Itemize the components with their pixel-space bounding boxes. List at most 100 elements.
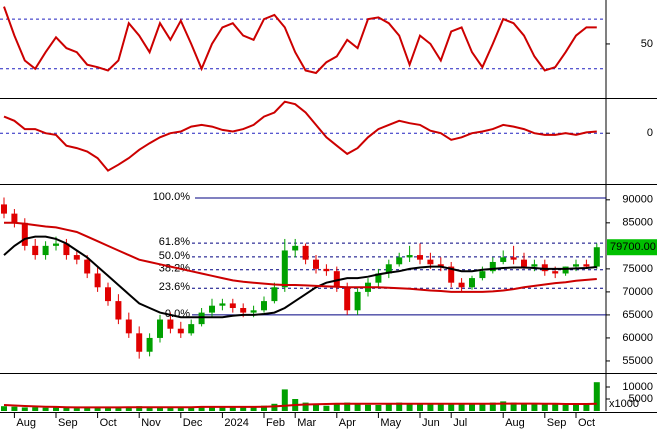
- y-tick-label: 10000: [622, 381, 653, 393]
- candle-body: [396, 257, 403, 265]
- volume-bar: [344, 402, 351, 411]
- y-tick-label: 70000: [622, 286, 653, 298]
- volume-bar: [573, 404, 579, 411]
- candle-body: [157, 319, 163, 338]
- candle-body: [105, 287, 111, 302]
- candle-body: [479, 271, 486, 279]
- volume-bar: [427, 404, 434, 411]
- volume-bar: [167, 407, 174, 411]
- volume-bar: [198, 406, 205, 411]
- candle-body: [94, 273, 101, 288]
- candle-body: [437, 264, 444, 267]
- volume-bar: [541, 403, 548, 411]
- y-tick-label: 55000: [622, 355, 653, 367]
- candle-body: [209, 305, 215, 313]
- volume-bar: [458, 403, 465, 411]
- volume-bar: [250, 406, 257, 411]
- volume-bar: [42, 407, 49, 411]
- candle-body: [271, 287, 278, 302]
- volume-bar: [365, 404, 371, 411]
- candle-body: [406, 255, 413, 258]
- x-tick-label: Feb: [266, 417, 285, 429]
- fib-label: 23.6%: [159, 281, 190, 293]
- candle-body: [385, 264, 392, 274]
- price-label-box: [607, 239, 657, 256]
- candle-body: [313, 259, 319, 269]
- candle-body: [261, 301, 267, 311]
- candle-body: [32, 245, 39, 256]
- volume-bar: [94, 407, 101, 411]
- candle-body: [333, 271, 340, 288]
- x-tick-label: Oct: [100, 417, 117, 429]
- candle-body: [469, 278, 475, 288]
- volume-bar: [125, 406, 132, 411]
- candle-body: [146, 337, 153, 352]
- volume-bar: [583, 403, 590, 411]
- x-tick-label: May: [380, 417, 401, 429]
- line-series: [3, 100, 597, 172]
- candle-body: [84, 259, 91, 274]
- volume-bar: [209, 406, 215, 411]
- volume-bar: [313, 405, 319, 411]
- y-tick-label: 60000: [622, 332, 653, 344]
- candle-body: [427, 259, 434, 265]
- volume-bar: [188, 406, 195, 411]
- volume-bar: [21, 407, 28, 411]
- candle-body: [375, 273, 382, 283]
- volume-bar: [177, 407, 184, 411]
- volume-bar: [510, 402, 517, 411]
- x-tick-label: 2024: [224, 417, 248, 429]
- volume-bar: [375, 405, 382, 411]
- candle-body: [489, 261, 496, 272]
- volume-bar: [333, 404, 340, 411]
- volume-bar: [84, 407, 91, 411]
- volume-bar: [448, 403, 455, 411]
- candle-body: [188, 324, 195, 334]
- line-series: [3, 235, 597, 319]
- candle-body: [573, 264, 579, 267]
- candle-body: [510, 257, 517, 260]
- candle-body: [42, 245, 49, 256]
- unit-label: x1000: [609, 398, 639, 410]
- y-tick-label: 5000: [629, 393, 653, 405]
- volume-bar: [219, 406, 226, 411]
- candle-body: [219, 303, 226, 306]
- candle-body: [53, 243, 59, 246]
- candle-body: [344, 287, 351, 311]
- candle-body: [323, 268, 330, 272]
- x-tick-label: Sep: [58, 417, 78, 429]
- candle-body: [21, 222, 28, 246]
- x-tick-label: Sep: [547, 417, 567, 429]
- candle-body: [250, 310, 257, 313]
- volume-bar: [593, 382, 600, 411]
- volume-bar: [32, 407, 39, 411]
- volume-bar: [406, 403, 413, 411]
- candle-body: [531, 264, 538, 267]
- y-tick-label: 50: [641, 38, 653, 50]
- candle-body: [240, 308, 247, 313]
- y-tick-label: 0: [647, 127, 653, 139]
- line-series: [3, 6, 597, 75]
- candle-body: [500, 257, 507, 262]
- candle-body: [583, 264, 590, 267]
- candle-body: [292, 245, 299, 251]
- y-tick-label: 90000: [622, 194, 653, 206]
- line-series: [4, 221, 597, 293]
- volume-bar: [1, 406, 7, 411]
- volume-bar: [552, 403, 559, 411]
- volume-bar: [562, 405, 569, 411]
- candle-body: [281, 250, 288, 288]
- candle-body: [198, 312, 205, 325]
- x-tick-label: Jul: [453, 417, 467, 429]
- candle-body: [458, 282, 465, 288]
- volume-bar: [281, 389, 288, 411]
- volume-bar: [531, 404, 538, 411]
- volume-bar: [437, 404, 444, 411]
- volume-bar: [385, 403, 392, 411]
- y-tick-label: 65000: [622, 309, 653, 321]
- volume-bar: [479, 403, 486, 411]
- volume-bar: [11, 406, 18, 411]
- line-series: [3, 402, 597, 409]
